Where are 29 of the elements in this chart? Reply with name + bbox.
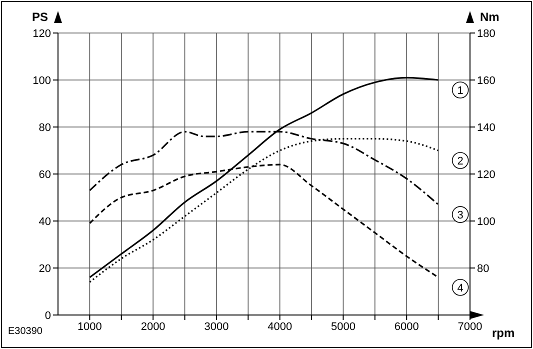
y-tick-label: 20 (38, 262, 51, 275)
x-axis-title: rpm (492, 326, 515, 340)
text: E30390 (8, 326, 42, 337)
x-tick-label: 5000 (330, 320, 356, 333)
x-tick-label: 3000 (204, 320, 229, 333)
y-tick-label: 100 (32, 74, 51, 87)
y2-tick-label: 80 (477, 262, 490, 275)
series-label: 2 (457, 156, 464, 168)
series-label: 3 (457, 210, 464, 222)
x-tick-label: 6000 (394, 320, 419, 333)
y-tick-label: 40 (38, 216, 51, 228)
x-tick-label: 7000 (458, 320, 482, 333)
y2-tick-label: 140 (477, 122, 496, 134)
y2-tick-label: 180 (477, 28, 496, 40)
series-label: 4 (457, 282, 464, 294)
y2-tick-label: 100 (477, 216, 496, 228)
y2-axis-title: Nm (480, 10, 500, 24)
y2-tick-label: 120 (477, 168, 496, 181)
line-series (88, 76, 440, 278)
series-label: 1 (457, 85, 464, 97)
x-tick-label: 2000 (140, 320, 166, 333)
y-tick-label: 120 (32, 28, 51, 40)
x-tick-label: 4000 (268, 320, 292, 333)
y-tick-label: 0 (44, 310, 51, 322)
y2-tick-label: 160 (477, 74, 496, 87)
y-tick-label: 60 (38, 168, 51, 181)
y-axis-title: PS (32, 10, 48, 24)
y-tick-label: 80 (38, 122, 51, 134)
x-tick-label: 1000 (77, 320, 102, 333)
